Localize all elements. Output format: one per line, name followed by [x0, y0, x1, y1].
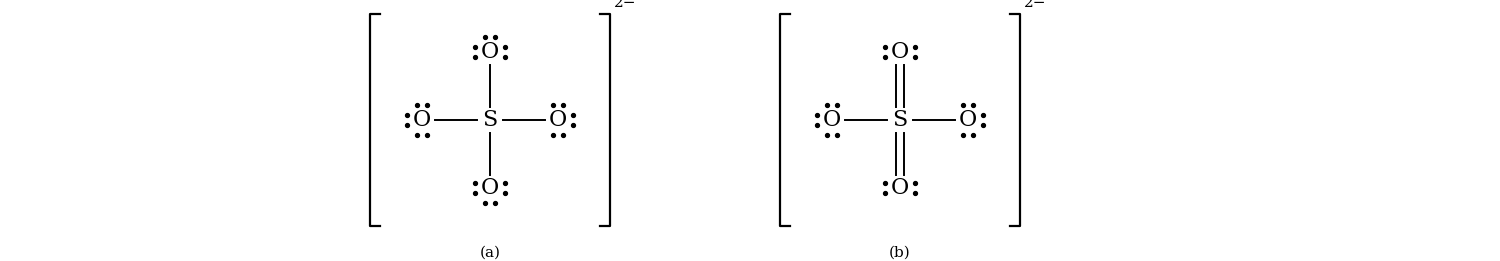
Text: O: O	[891, 41, 909, 63]
Text: O: O	[549, 109, 567, 131]
Text: O: O	[891, 177, 909, 199]
Text: O: O	[824, 109, 842, 131]
Text: 2−: 2−	[1024, 0, 1047, 10]
Text: O: O	[482, 177, 500, 199]
Text: (b): (b)	[890, 246, 910, 260]
Text: O: O	[958, 109, 976, 131]
Text: O: O	[413, 109, 430, 131]
Text: S: S	[483, 109, 498, 131]
Text: 2−: 2−	[614, 0, 636, 10]
Text: O: O	[482, 41, 500, 63]
Text: S: S	[892, 109, 908, 131]
Text: (a): (a)	[480, 246, 501, 260]
